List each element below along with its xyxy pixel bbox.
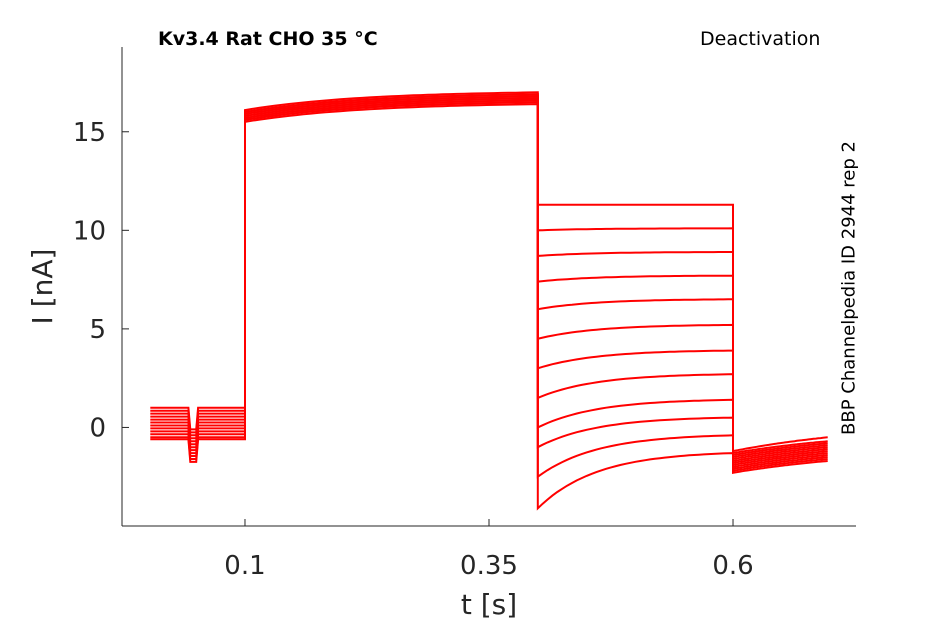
trace-8 [150, 99, 828, 467]
trace-12 [150, 103, 828, 511]
chart-title: Kv3.4 Rat CHO 35 °C [158, 28, 378, 50]
protocol-label: Deactivation [700, 28, 821, 50]
trace-5 [150, 95, 828, 461]
y-tick-label: 15 [73, 118, 106, 148]
x-axis-label: t [s] [461, 588, 517, 621]
x-tick-label: 0.1 [224, 551, 265, 581]
trace-10 [150, 101, 828, 470]
trace-6 [150, 97, 828, 463]
x-tick-label: 0.6 [712, 551, 753, 581]
trace-3 [150, 93, 828, 457]
trace-11 [150, 101, 828, 479]
trace-1 [150, 91, 828, 453]
y-tick-label: 10 [73, 216, 106, 246]
x-tick-label: 0.35 [460, 551, 518, 581]
trace-7 [150, 97, 828, 465]
source-label: BBP Channelpedia ID 2944 rep 2 [838, 141, 860, 435]
trace-4 [150, 95, 828, 459]
trace-9 [150, 99, 828, 469]
y-tick-label: 5 [89, 315, 106, 345]
y-axis-label: I [nA] [26, 249, 59, 325]
y-tick-label: 0 [89, 413, 106, 443]
